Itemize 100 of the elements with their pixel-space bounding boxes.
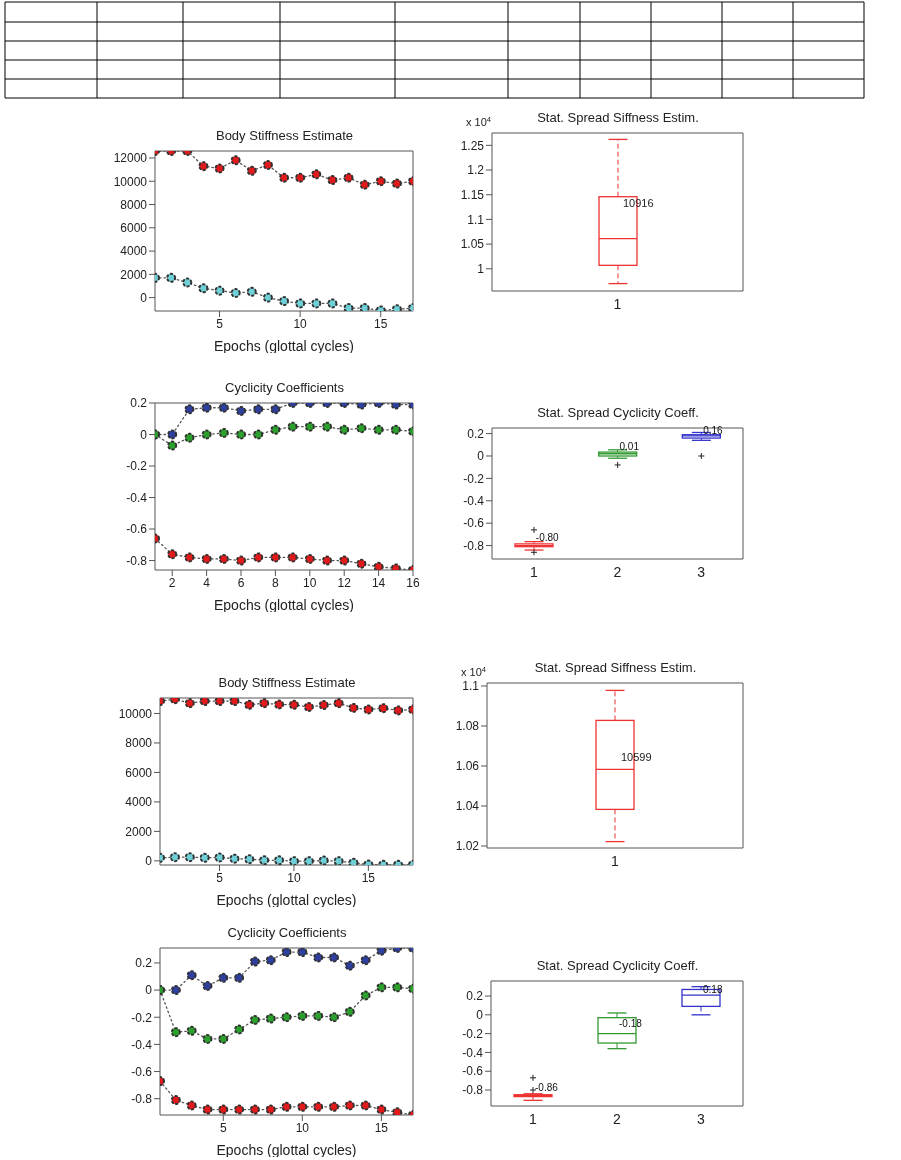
point xyxy=(378,703,389,714)
y-tick-label: 0 xyxy=(477,449,485,464)
point xyxy=(184,852,195,863)
chart-title: Stat. Spread Siffness Estim. xyxy=(533,660,698,675)
point xyxy=(373,561,384,570)
point xyxy=(356,558,367,569)
point xyxy=(297,1101,308,1112)
point xyxy=(253,552,264,563)
point xyxy=(356,423,367,434)
point xyxy=(262,159,273,170)
y-tick-label: 4000 xyxy=(120,244,148,259)
point xyxy=(184,698,195,709)
y-tick-label: 0.2 xyxy=(135,956,153,971)
point xyxy=(253,429,264,440)
y-tick-label: 1.15 xyxy=(460,187,485,202)
point xyxy=(287,421,298,432)
y-tick-label: 0 xyxy=(476,1008,484,1023)
y-tick-label: 2000 xyxy=(120,267,148,282)
point xyxy=(229,698,240,707)
point xyxy=(327,298,338,309)
point xyxy=(333,856,344,865)
y-tick-label: 8000 xyxy=(125,736,153,751)
y-tick-label: -0.8 xyxy=(462,1083,484,1098)
point xyxy=(198,161,209,172)
text: x 10$^{4}$ xyxy=(466,114,492,128)
point xyxy=(265,1104,276,1115)
chart-title: Body Stiffness Estimate xyxy=(217,675,357,690)
x-tick-label: 2 xyxy=(168,575,176,590)
point xyxy=(218,553,229,564)
point xyxy=(214,163,225,174)
point xyxy=(246,165,257,176)
point xyxy=(167,440,178,451)
y-tick-label: 1.05 xyxy=(460,237,485,252)
y-tick-label: 1.1 xyxy=(467,212,485,227)
y-tick-label: 10000 xyxy=(118,706,153,721)
point xyxy=(218,1104,229,1115)
point xyxy=(202,1033,213,1044)
x-tick-label: 10 xyxy=(303,575,317,590)
point xyxy=(259,855,270,865)
y-tick-label: 1 xyxy=(477,262,485,277)
chart-title: Stat. Spread Cyclicity Coeff. xyxy=(535,958,700,973)
point xyxy=(262,292,273,303)
point xyxy=(182,277,193,288)
point xyxy=(344,1006,355,1017)
y-tick-label: -0.8 xyxy=(463,538,485,553)
point xyxy=(201,553,212,564)
point xyxy=(287,552,298,563)
y-tick-label: 8000 xyxy=(120,197,148,212)
point xyxy=(373,424,384,435)
x-tick-label: 1 xyxy=(529,1110,538,1127)
point xyxy=(202,981,213,992)
point xyxy=(391,178,402,189)
x-tick-label: 14 xyxy=(371,575,386,590)
point xyxy=(281,948,292,958)
point xyxy=(214,698,225,707)
x-tick-label: 8 xyxy=(272,575,280,590)
y-tick-label: -0.6 xyxy=(463,516,485,531)
y-tick-label: 0 xyxy=(140,427,148,442)
point xyxy=(333,698,344,709)
y-tick-label: 0.2 xyxy=(467,426,485,441)
point xyxy=(295,172,306,183)
point xyxy=(328,952,339,963)
x-tick-label: 5 xyxy=(216,870,224,885)
y-tick-label: 1.2 xyxy=(467,163,485,178)
y-tick-label: 0 xyxy=(145,983,153,998)
point xyxy=(169,852,180,863)
point xyxy=(318,700,329,711)
point xyxy=(313,952,324,963)
point xyxy=(167,549,178,560)
point xyxy=(376,948,387,956)
x-tick-label: 6 xyxy=(237,575,245,590)
chart-title: Cyclicity Coefficients xyxy=(224,380,345,395)
x-tick-label: 5 xyxy=(216,316,224,331)
y-tick-label: 0 xyxy=(145,854,153,869)
point xyxy=(392,982,403,993)
annotation: -0.86 xyxy=(535,1082,559,1094)
point xyxy=(184,404,195,415)
point xyxy=(236,429,246,440)
point xyxy=(199,852,210,863)
x-tick-label: 15 xyxy=(374,316,388,331)
point xyxy=(279,296,289,307)
y-tick-label: -0.4 xyxy=(462,1045,484,1060)
x-tick-label: 5 xyxy=(219,1120,227,1135)
point xyxy=(339,424,350,435)
point xyxy=(184,432,195,443)
x-tick-label: 15 xyxy=(374,1120,389,1135)
annotation: -0.80 xyxy=(535,532,560,544)
y-tick-label: -0.2 xyxy=(463,471,485,486)
point xyxy=(201,429,212,440)
point xyxy=(170,1027,181,1038)
x-tick-label: 10 xyxy=(293,316,308,331)
point xyxy=(359,179,370,190)
y-tick-label: -0.2 xyxy=(462,1026,484,1041)
point xyxy=(376,1104,387,1115)
point xyxy=(339,555,350,566)
point xyxy=(392,1107,403,1115)
y-tick-label: 0.2 xyxy=(466,989,484,1004)
point xyxy=(343,303,354,311)
point xyxy=(214,852,225,863)
point xyxy=(297,1010,308,1021)
